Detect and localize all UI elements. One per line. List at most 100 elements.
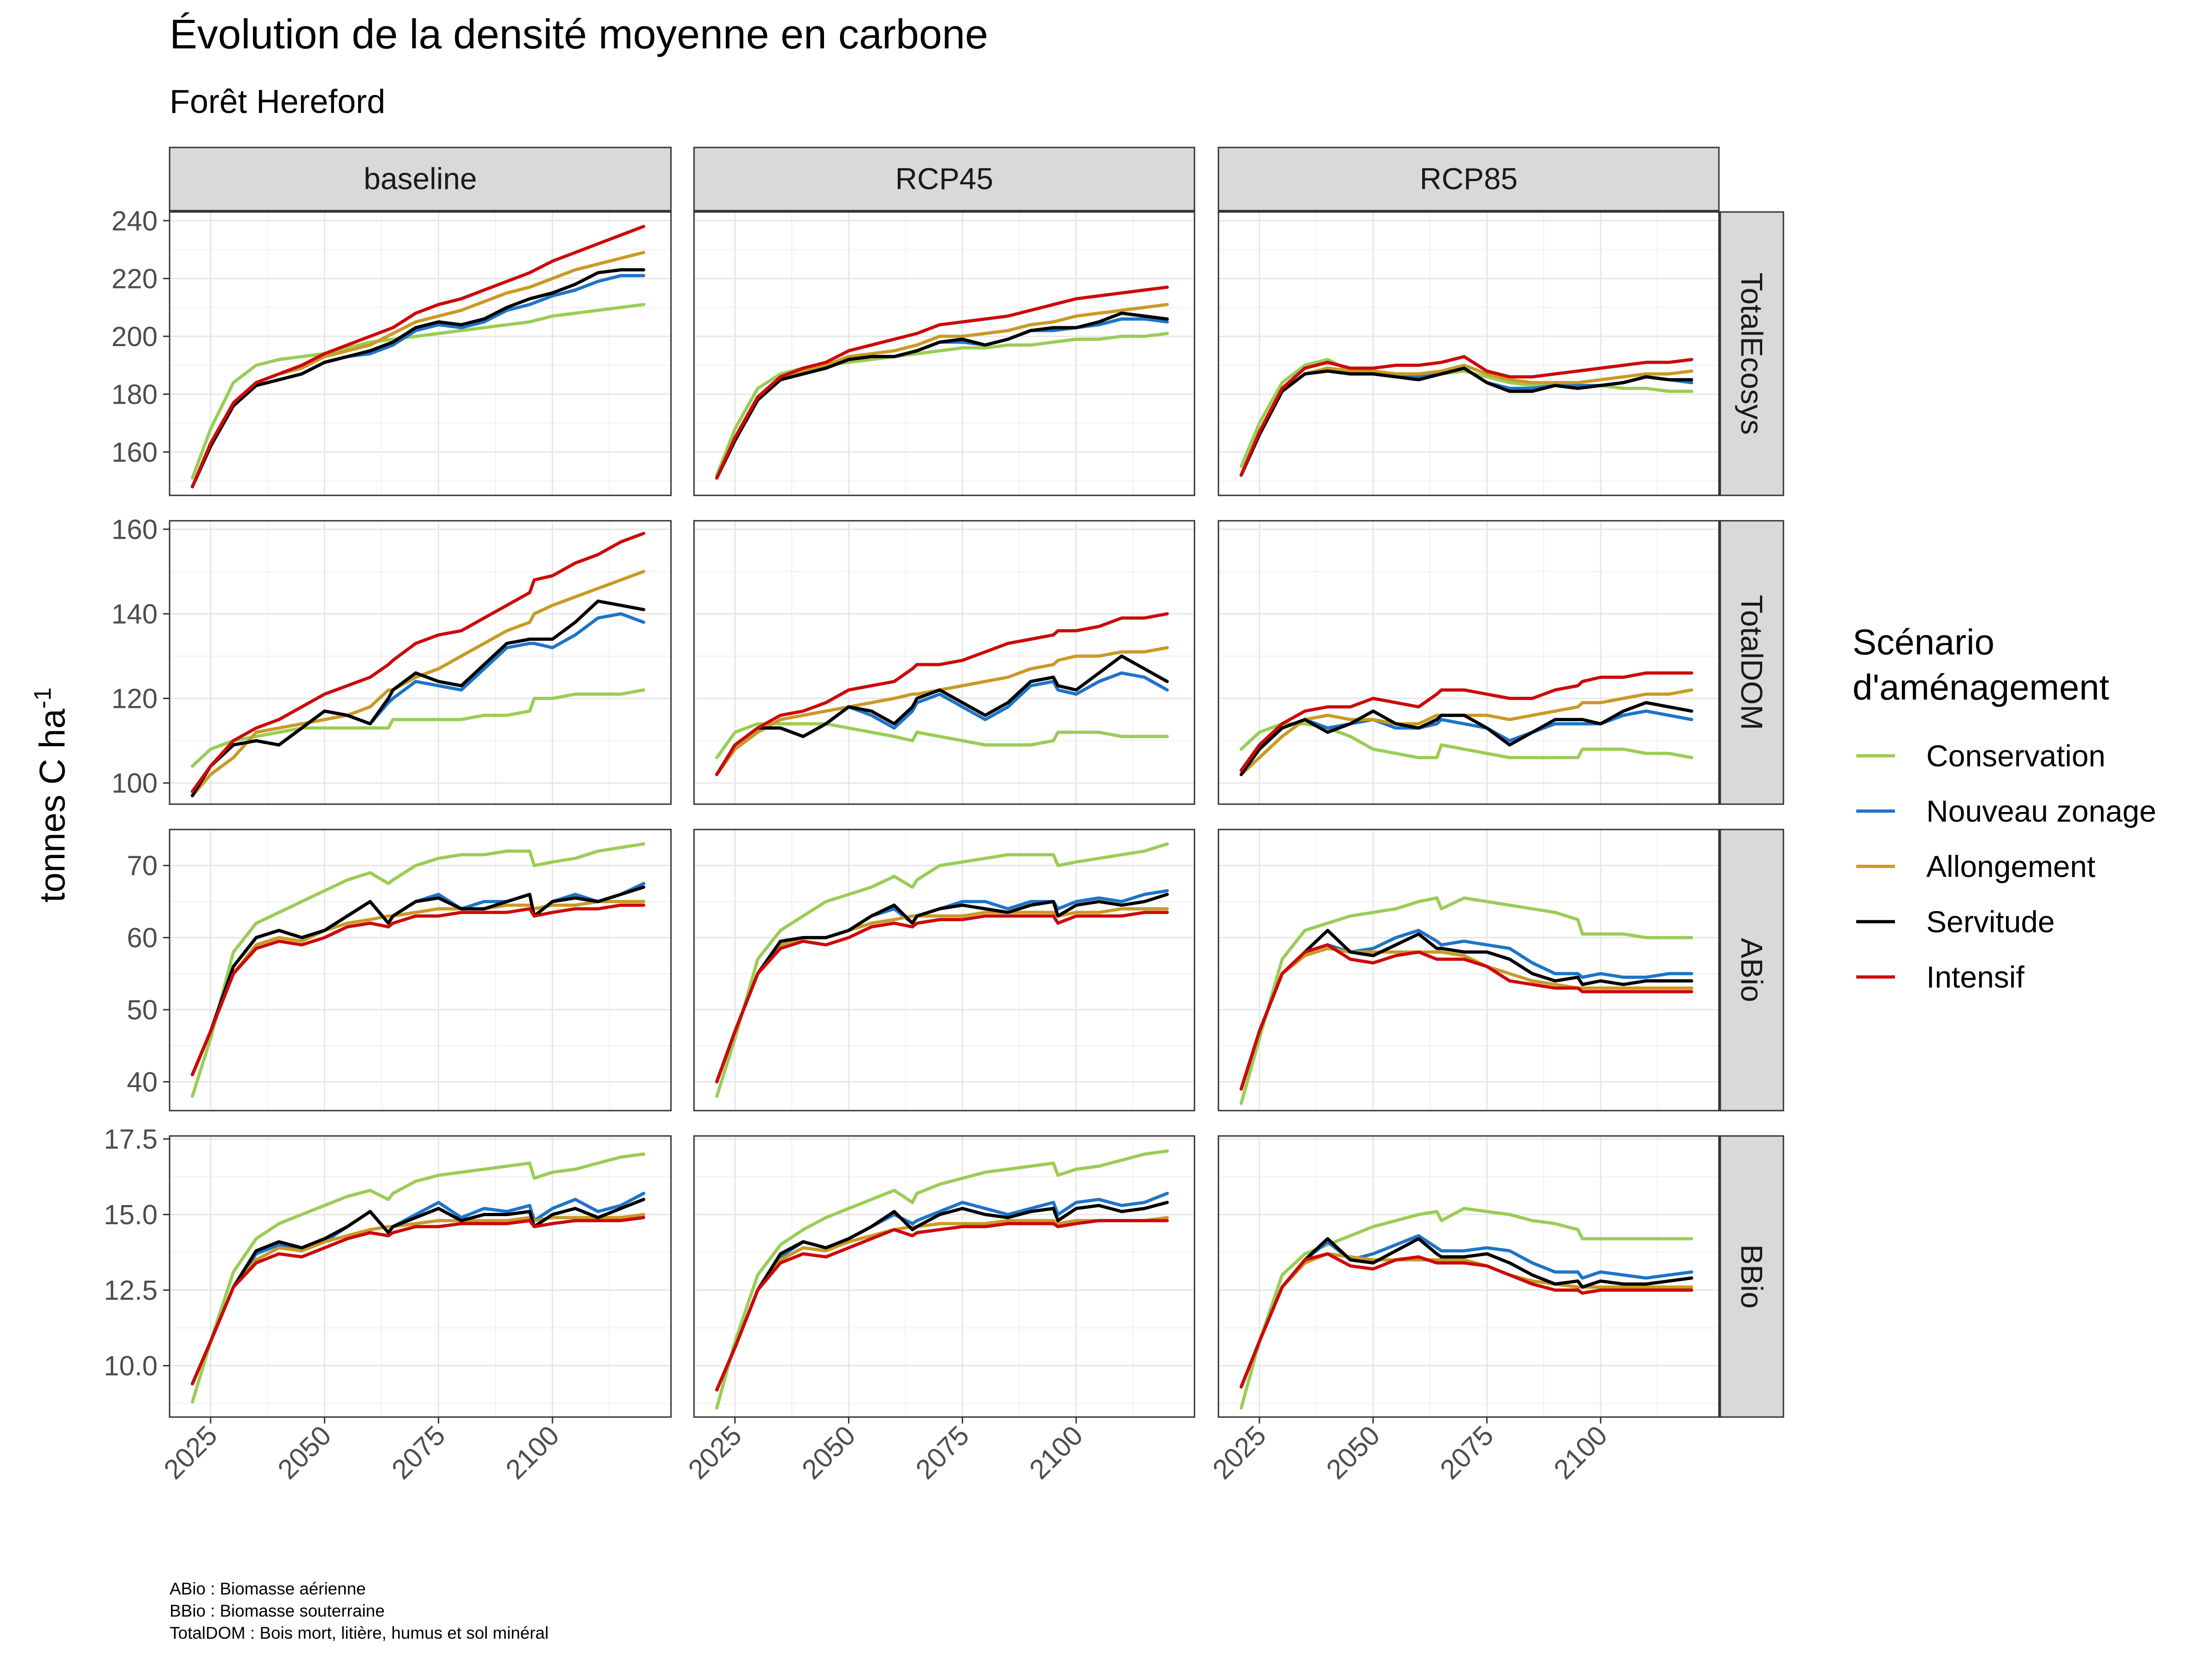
panel-border [693,1135,1195,1418]
series-line-servitude [191,885,646,1077]
y-tick-label: 160 [112,514,158,545]
y-axis-label: tonnes C ha-1 [29,688,72,903]
series-line-intensif [715,911,1169,1083]
series-line-nouveau-zonage [191,1192,646,1386]
series-line-servitude [1239,1237,1694,1388]
series-line-conservation [191,1152,646,1404]
series-line-servitude [715,893,1169,1083]
series-line-intensif [191,1216,646,1386]
legend-label-allongement: Allongement [1926,849,2095,883]
strip-label-rcp85: RCP85 [1420,162,1518,196]
caption-line-abio: ABio : Biomasse aérienne [170,1579,366,1598]
strip-rcp85 [1218,147,1720,212]
series-line-intensif [715,612,1169,777]
series-line-intensif [1239,671,1694,772]
panel-border [169,520,672,805]
strip-label-bbio: BBio [1735,1244,1769,1308]
series-line-conservation [715,842,1169,1098]
series-line-servitude [1239,929,1694,1091]
panel-border [693,211,1195,496]
panel-border [693,520,1195,805]
series-line-intensif [191,224,646,488]
series-line-servitude [191,268,646,488]
panel-border [169,211,672,496]
panel-totalecosys-rcp85 [1218,212,1719,495]
legend-label-intensif: Intensif [1926,960,2024,994]
panel-totaldom-baseline [170,521,671,804]
legend: Scénario d'aménagement Conservation Nouve… [1853,622,2156,994]
legend-items: Conservation Nouveau zonage Allongement Ser… [1856,739,2156,994]
series-line-allongement [191,570,646,798]
y-tick-label: 10.0 [104,1350,158,1381]
series-line-conservation [715,1149,1169,1410]
panel-abio-baseline [170,830,671,1111]
series-line-intensif [1239,355,1694,477]
caption-line-bbio: BBio : Biomasse souterraine [170,1601,385,1620]
series-line-conservation [191,688,646,768]
series-line-servitude [1239,366,1694,477]
strip-label-baseline: baseline [364,162,477,196]
series-line-servitude [1239,701,1694,777]
panel-abio-rcp45 [694,830,1194,1111]
strip-totalecosys [1719,211,1784,496]
series-line-intensif [715,285,1169,480]
panel-border [1218,829,1720,1112]
series-line-allongement [191,1213,646,1386]
panel-totalecosys-baseline [170,212,671,495]
y-tick-label: 17.5 [104,1124,158,1155]
panel-border [693,829,1195,1112]
strip-bbio [1719,1135,1784,1418]
legend-title-line1: Scénario [1853,622,1994,662]
series-line-conservation [191,303,646,480]
panel-totalecosys-rcp45 [694,212,1194,495]
series-line-servitude [715,1200,1169,1392]
series-line-intensif [191,903,646,1077]
y-tick-label: 120 [112,683,158,714]
strip-totaldom [1719,520,1784,805]
strip-label-totalecosys: TotalEcosys [1735,272,1769,435]
chart-subtitle: Forêt Hereford [170,83,385,120]
panel-bbio-baseline [170,1136,671,1417]
strip-label-abio: ABio [1735,938,1769,1002]
series-line-intensif [715,1219,1169,1392]
panel-border [169,1135,672,1418]
strip-rcp45 [693,147,1195,212]
y-tick-label: 200 [112,321,158,352]
series-line-conservation [1239,896,1694,1105]
y-tick-label: 70 [127,850,158,881]
series-line-servitude [191,1198,646,1386]
panel-totaldom-rcp85 [1218,521,1719,804]
y-tick-label: 180 [112,379,158,410]
caption: ABio : Biomasse aérienne BBio : Biomasse… [170,1579,548,1642]
series-line-intensif [1239,1252,1694,1388]
legend-label-servitude: Servitude [1926,905,2055,939]
panel-border [169,829,672,1112]
y-tick-label: 50 [127,994,158,1025]
series-line-conservation [715,722,1169,759]
y-tick-label: 60 [127,923,158,953]
y-tick-label: 160 [112,437,158,468]
panel-border [1218,211,1720,496]
strip-abio [1719,829,1784,1112]
series-line-allongement [1239,947,1694,1091]
y-tick-label: 40 [127,1066,158,1097]
series-line-intensif [1239,943,1694,1091]
legend-label-conservation: Conservation [1926,739,2106,773]
series-line-conservation [191,842,646,1098]
legend-title-line2: d'aménagement [1853,667,2109,707]
legend-label-nouveau-zonage: Nouveau zonage [1926,794,2156,828]
panel-border [1218,520,1720,805]
y-axis-label-superscript: -1 [29,688,56,709]
series-line-conservation [1239,358,1694,468]
caption-line-totaldom: TotalDOM : Bois mort, litière, humus et … [170,1624,548,1642]
chart-title: Évolution de la densité moyenne en carbo… [170,12,988,58]
series-line-servitude [715,312,1169,480]
facet-panels: baseline RCP45 RCP85 TotalEcosys 160 180 200 22… [104,147,1784,1485]
y-tick-label: 220 [112,263,158,294]
y-tick-label: 240 [112,206,158,236]
y-axis-label-main: tonnes C ha [32,708,72,902]
series-line-allongement [191,900,646,1077]
strip-label-totaldom: TotalDOM [1735,595,1769,730]
series-line-conservation [715,332,1169,477]
